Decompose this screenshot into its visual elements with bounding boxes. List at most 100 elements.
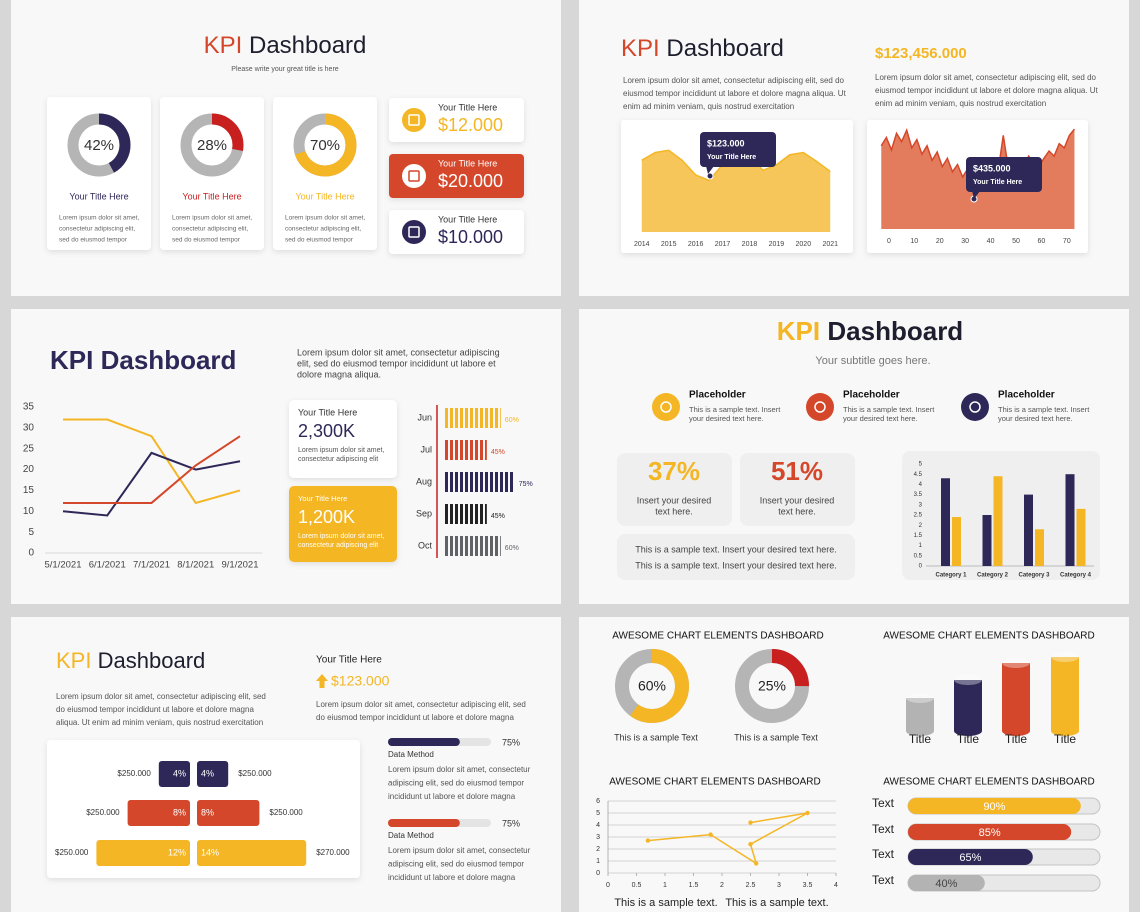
paragraph: Lorem ipsum dolor sit amet, consectetur [388,765,531,774]
paragraph: Lorem ipsum dolor sit amet, consectetur [388,846,531,855]
paragraph: adipiscing elit, sed do eiusmod tempor [388,860,524,869]
title-rest: Dashboard [101,345,237,375]
tooltip-value: $435.000 [973,163,1011,173]
y-tick-label: Jul [420,444,432,454]
cylinder-top [1002,658,1030,668]
y-tick-label: 4.5 [914,472,923,478]
title-accent: KPI [621,35,660,62]
stat-text: Insert your desired [637,495,712,505]
bar [445,408,501,428]
cylinder-top [954,675,982,685]
y-tick-label: 1 [596,858,600,865]
value-label: 85% [979,827,1001,839]
tile-title: Your Title Here [438,214,497,224]
line [63,418,241,505]
value-label: 45% [491,513,505,520]
paragraph: incididunt ut labore et dolore magna [388,873,516,882]
tooltip-label: Your Title Here [707,154,756,161]
bar [1065,474,1075,566]
bar-right [197,761,229,787]
y-tick-label: 1.5 [914,533,923,539]
progress-bar [908,798,1081,814]
y-tick-label: Sep [416,508,432,518]
bar [445,504,487,524]
placeholder-glyph [814,401,826,413]
slide-title: KPI Dashboard [204,32,367,59]
section-heading: AWESOME CHART ELEMENTS DASHBOARD [609,777,821,788]
x-tick-label: 1.5 [689,882,699,889]
donut-value-label: 25% [758,678,786,694]
y-tick-label: 30 [23,422,35,433]
area [641,150,831,232]
amount-label: $250.000 [86,808,120,817]
tile-text: Lorem ipsum dolor sit amet, [298,533,384,540]
placeholder-glyph [969,401,981,413]
cylinder-top [1051,652,1079,662]
bar [982,515,992,566]
progress-label: Text [872,822,895,836]
amount: $123,456.000 [875,45,967,62]
x-tick-label: 2018 [742,241,758,248]
paragraph: aliqua. Ut enim ad minim veniam, quis no… [56,718,263,727]
x-tick-label: 10 [910,238,918,245]
y-tick-label: 4 [596,822,600,829]
bar [952,517,961,566]
donut-arc [735,649,809,723]
value-label: 75% [502,737,520,747]
placeholder-text: This is a sample text. Insert [689,405,781,414]
placeholder-text: your desired text here. [843,414,918,423]
x-tick-label: 2017 [715,241,731,248]
value-label: 4% [201,768,214,778]
bar-left [127,800,190,826]
x-tick-label: 30 [961,238,969,245]
slide-title: KPI Dashboard [621,35,784,62]
donut-value-label: 42% [84,137,114,154]
x-tick-label: 2 [720,882,724,889]
section-heading: AWESOME CHART ELEMENTS DASHBOARD [883,631,1095,642]
subtitle: Please write your great title is here [231,66,338,73]
card-title: Your Title Here [295,191,354,201]
y-tick-label: 25 [23,443,35,454]
paragraph: Lorem ipsum dolor sit amet, consectetur … [297,347,500,357]
kpi-value: $123.000 [331,673,390,689]
title-accent: KPI [204,32,243,59]
tooltip-pointer [706,166,714,174]
card [617,453,732,526]
y-tick-label: 2 [919,523,923,529]
x-tick-label: 2021 [822,241,838,248]
value-label: 12% [168,847,186,857]
note-text: This is a sample text. Insert your desir… [635,544,837,554]
line [63,435,241,504]
card-text: consectetur adipiscing elit, [172,226,248,233]
title-rest: Dashboard [827,316,963,346]
x-tick-label: 9/1/2021 [222,560,259,571]
stat-value: 51% [771,456,823,486]
amount-label: $270.000 [316,848,350,857]
point [748,820,753,825]
caption: This is a sample Text [614,732,698,742]
y-tick-label: 15 [23,485,35,496]
x-tick-label: 40 [987,238,995,245]
bar-right [197,840,307,866]
x-tick-label: 50 [1012,238,1020,245]
placeholder-icon [806,393,834,421]
value-label: 60% [505,417,519,424]
placeholder-glyph [660,401,672,413]
line [62,451,241,517]
x-tick-label: 0.5 [632,882,642,889]
value-label: 45% [491,449,505,456]
y-tick-label: Aug [416,476,432,486]
x-tick-label: 2015 [661,241,677,248]
y-tick-label: 2 [596,846,600,853]
y-tick-label: 0 [596,870,600,877]
placeholder-icon [652,393,680,421]
paragraph: eiusmod tempor incididunt ut labore et d… [875,86,1099,95]
y-tick-label: 10 [23,506,35,517]
title-accent: KPI [777,316,820,346]
amount-label: $250.000 [269,808,303,817]
y-tick-label: 2.5 [914,513,923,519]
paragraph: Lorem ipsum dolor sit amet, consectetur … [623,76,845,85]
x-tick-label: 2020 [796,241,812,248]
tooltip [700,132,776,167]
stat-text: text here. [655,506,693,516]
